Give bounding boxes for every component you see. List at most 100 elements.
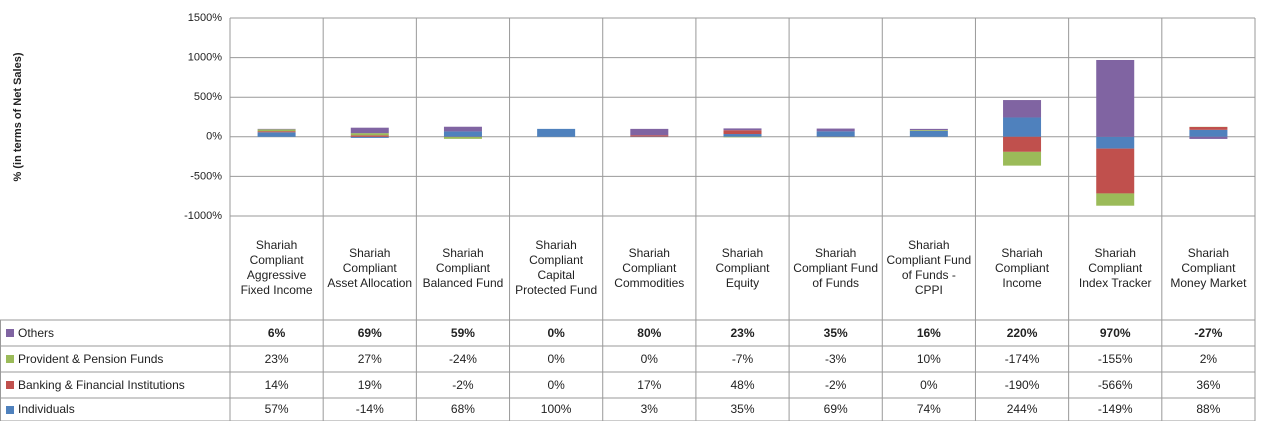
data-label: 69%: [357, 325, 382, 340]
data-label: -2%: [824, 377, 847, 392]
bar-segment: [723, 136, 762, 138]
data-label: 57%: [264, 402, 289, 416]
bar-segment: [1003, 136, 1042, 152]
category-label: Shariah Compliant Money Market: [1170, 245, 1247, 290]
data-label: 23%: [730, 325, 755, 340]
bar-segment: [350, 136, 389, 138]
y-tick-label: -1000%: [184, 210, 222, 222]
bar-segment: [1003, 151, 1042, 166]
data-label: -3%: [824, 351, 847, 366]
legend-label: Others: [18, 325, 55, 340]
data-label: 74%: [916, 402, 941, 416]
y-tick-label: 0%: [206, 131, 222, 143]
data-label: 35%: [730, 402, 755, 416]
bar-segment: [1189, 126, 1228, 130]
bar-segment: [257, 129, 296, 132]
category-label: Shariah Compliant Index Tracker: [1078, 245, 1152, 290]
bar-segment: [443, 126, 482, 132]
data-label: 35%: [823, 325, 848, 340]
data-label: 2%: [1199, 351, 1218, 366]
bar-segment: [909, 130, 948, 131]
legend-entry: Individuals: [0, 398, 230, 421]
data-label: -2%: [452, 377, 474, 392]
bar-segment: [350, 127, 389, 134]
bar-segment: [723, 134, 762, 137]
y-tick-label: 1500%: [188, 12, 222, 24]
bar-segment: [630, 135, 669, 137]
data-label: -566%: [1097, 377, 1133, 392]
bar-segment: [816, 128, 855, 132]
data-label: 27%: [357, 351, 382, 366]
data-label: 17%: [637, 377, 662, 392]
legend-swatch: [6, 355, 14, 363]
data-label: -24%: [448, 351, 477, 366]
data-label: 0%: [920, 377, 938, 392]
legend-swatch: [6, 329, 14, 337]
data-label: 88%: [1196, 402, 1221, 416]
data-label: -174%: [1004, 351, 1040, 366]
category-label: Shariah Compliant Commodities: [614, 245, 685, 290]
bar-segment: [723, 128, 762, 131]
bar-segment: [1096, 148, 1135, 194]
data-label: 23%: [264, 351, 289, 366]
bar-segment: [1189, 129, 1228, 137]
bar-segment: [816, 131, 855, 137]
legend-label: Banking & Financial Institutions: [18, 377, 185, 392]
data-label: 68%: [450, 402, 475, 416]
data-label: -155%: [1097, 351, 1133, 366]
legend-label: Individuals: [18, 402, 75, 416]
category-label: Shariah Compliant Fund of Funds: [793, 245, 879, 290]
data-label: -14%: [355, 402, 384, 416]
category-label: Shariah Compliant Equity: [715, 245, 770, 290]
data-label: 0%: [547, 325, 565, 340]
data-label: 36%: [1196, 377, 1221, 392]
data-label: 100%: [540, 402, 572, 416]
bar-segment: [1003, 117, 1042, 137]
category-label: Shariah Compliant Fund of Funds - CPPI: [886, 238, 972, 297]
data-label: 0%: [547, 377, 565, 392]
data-label: -149%: [1097, 402, 1133, 416]
bar-segment: [443, 136, 482, 139]
bar-segment: [909, 130, 948, 137]
data-label: 80%: [637, 325, 662, 340]
data-label: 69%: [823, 402, 848, 416]
bar-segment: [1096, 136, 1135, 149]
legend-swatch: [6, 381, 14, 389]
bar-segment: [630, 128, 669, 136]
data-label: 970%: [1099, 325, 1131, 340]
y-axis-label: % (in terms of Net Sales): [12, 52, 24, 181]
legend-entry: Others: [0, 320, 230, 346]
data-label: 14%: [264, 377, 289, 392]
y-tick-label: 500%: [194, 91, 222, 103]
bar-segment: [350, 133, 389, 136]
data-label: 16%: [916, 325, 941, 340]
legend-swatch: [6, 405, 14, 414]
bar-segment: [909, 128, 948, 131]
y-tick-label: 1000%: [188, 52, 222, 64]
data-label: -190%: [1004, 377, 1040, 392]
data-label: -27%: [1194, 325, 1223, 340]
category-label: Shariah Compliant Aggressive Fixed Incom…: [240, 238, 313, 297]
bar-segment: [1189, 136, 1228, 139]
bar-segment: [1096, 59, 1135, 137]
bar-segment: [723, 130, 762, 135]
data-label: 6%: [267, 325, 286, 340]
data-label: 59%: [450, 325, 475, 340]
bar-segment: [350, 135, 389, 137]
data-label: 10%: [916, 351, 941, 366]
bar-segment: [257, 131, 296, 133]
category-label: Shariah Compliant Income: [995, 245, 1050, 290]
bar-segment: [443, 131, 482, 137]
bar-segment: [257, 132, 296, 137]
legend-label: Provident & Pension Funds: [18, 351, 164, 366]
data-label: 0%: [547, 351, 565, 366]
data-label: 19%: [357, 377, 382, 392]
data-label: 220%: [1006, 325, 1038, 340]
data-label: 3%: [640, 402, 658, 416]
legend-entry: Banking & Financial Institutions: [0, 372, 230, 398]
y-tick-label: -500%: [190, 170, 222, 182]
data-label: 244%: [1006, 402, 1038, 416]
category-label: Shariah Compliant Capital Protected Fund: [515, 238, 598, 297]
